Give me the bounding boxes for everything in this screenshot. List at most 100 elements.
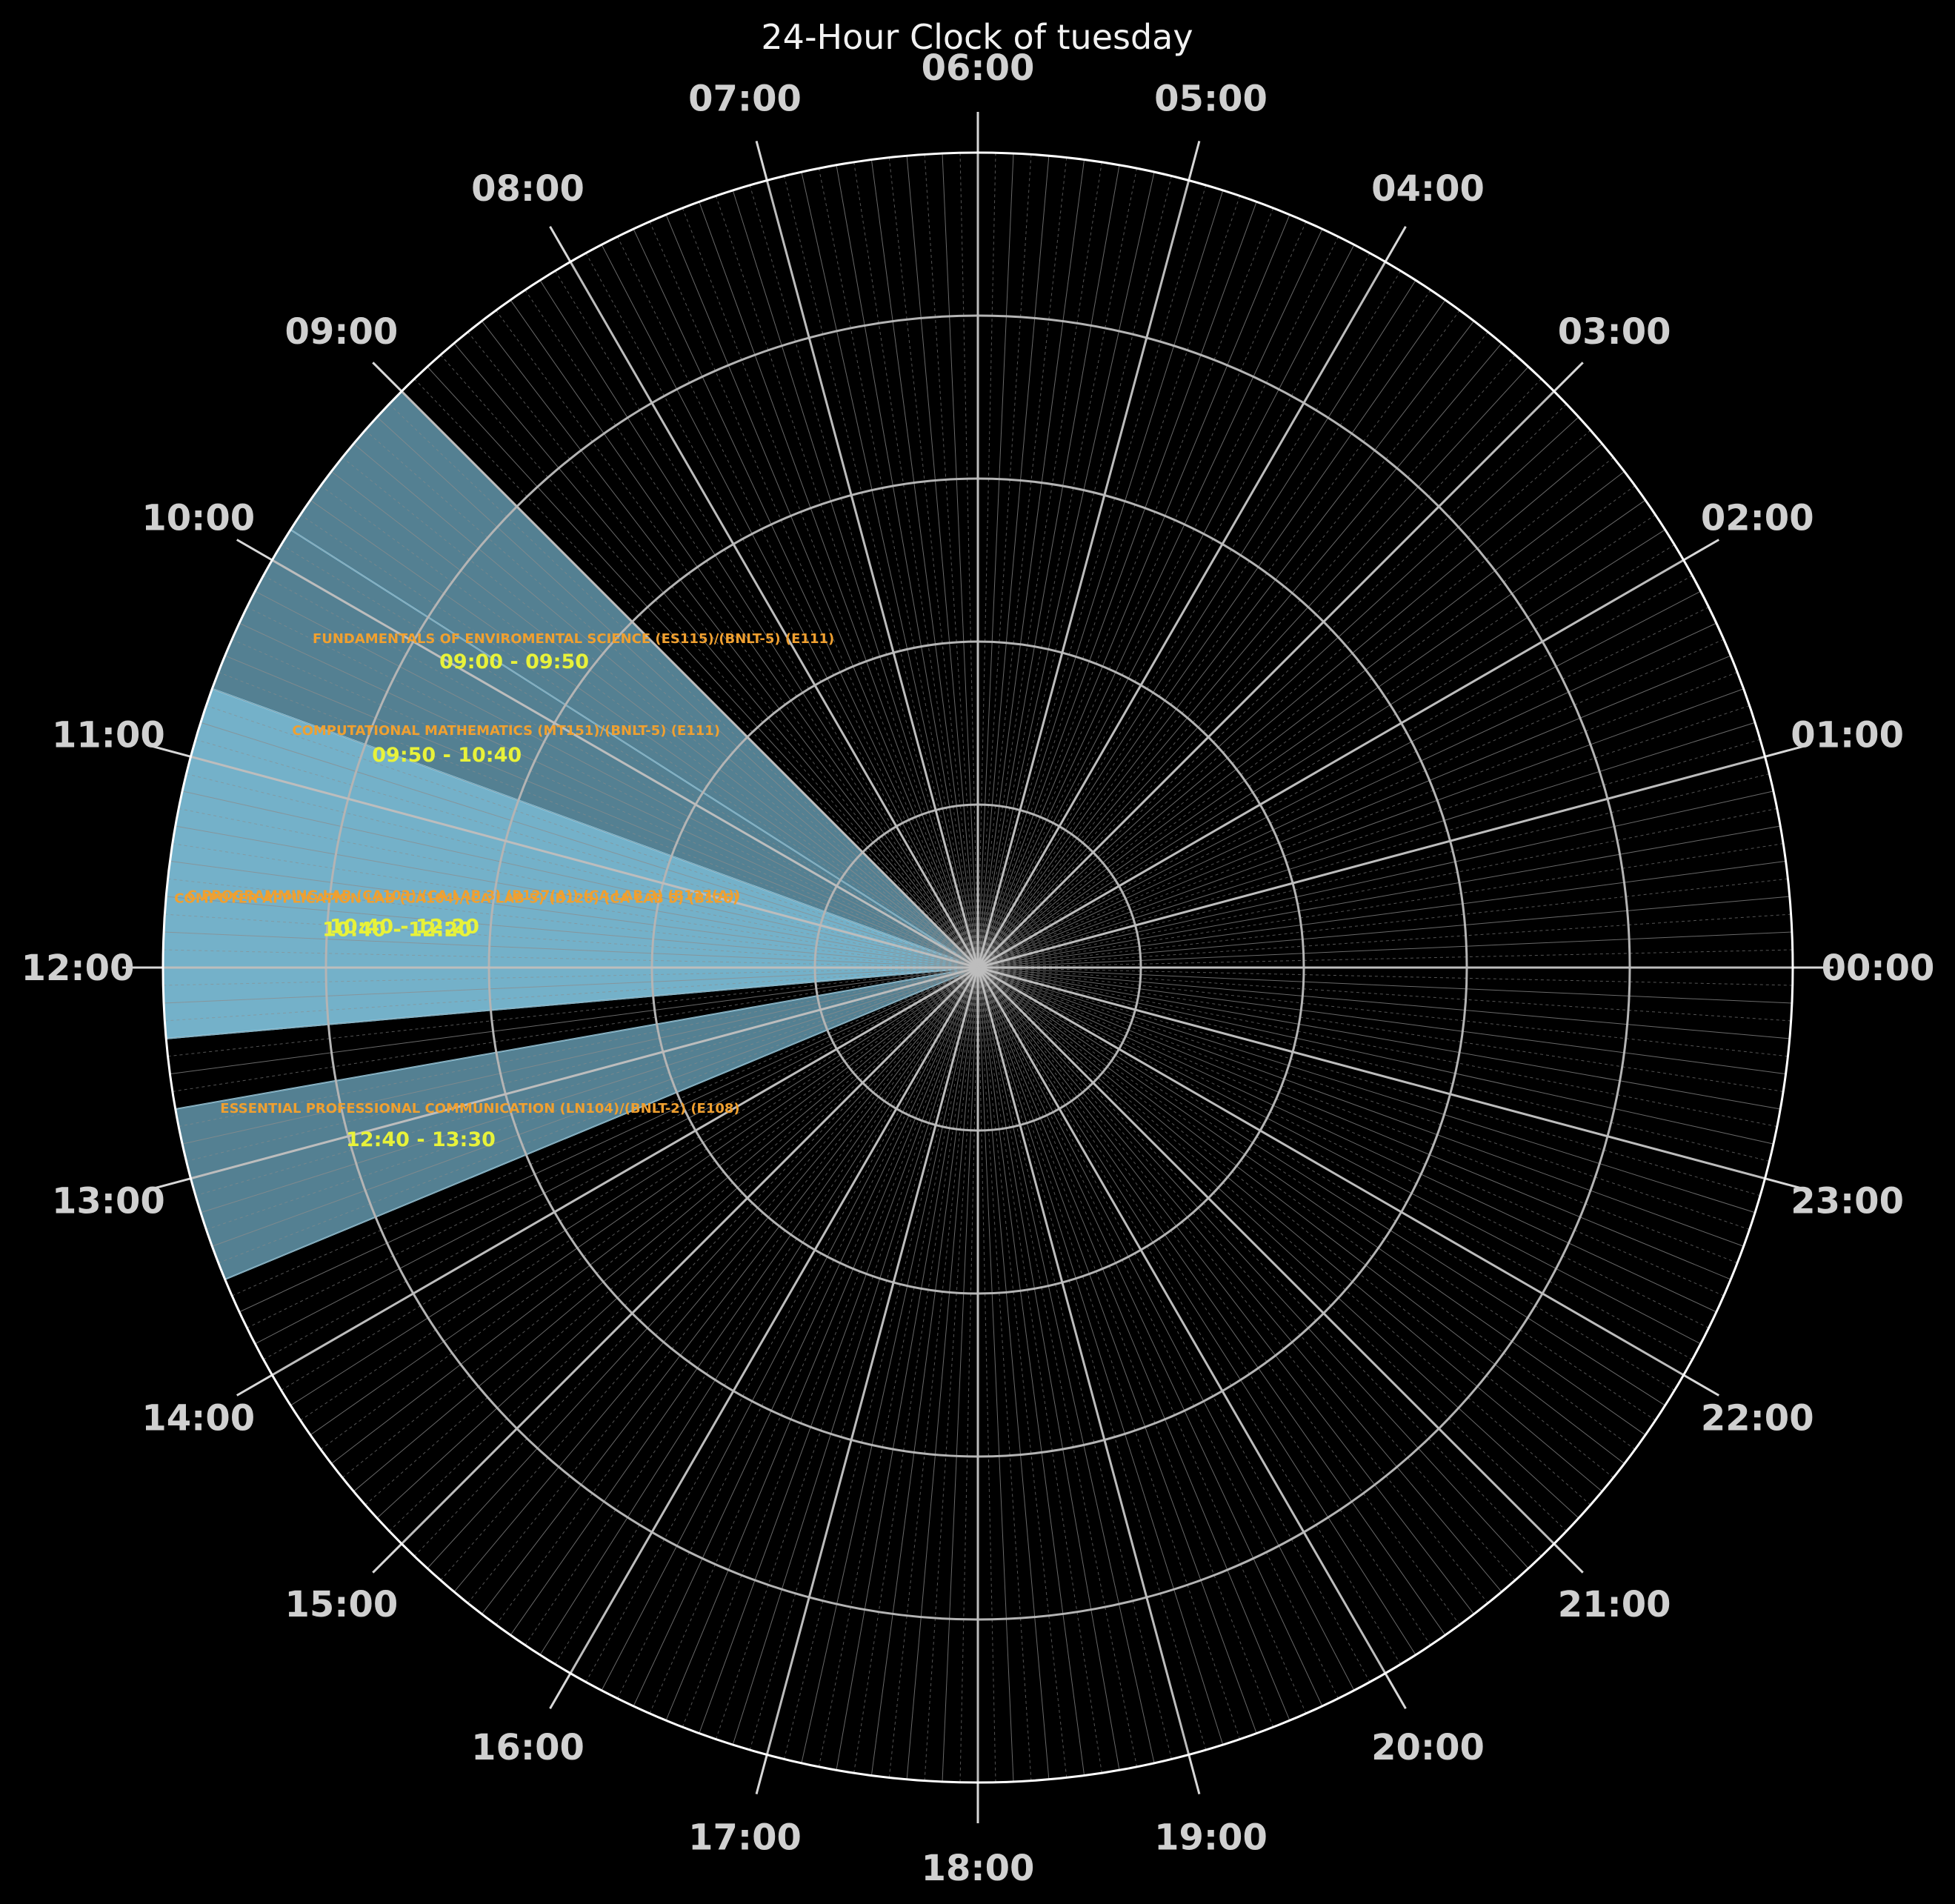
hour-radial-line xyxy=(569,261,979,968)
minor-radial-line xyxy=(166,896,979,968)
minor-radial-line xyxy=(164,931,979,968)
minor-radial-line xyxy=(200,722,979,968)
minor-radial-line xyxy=(870,967,979,1776)
minor-radial-line xyxy=(224,967,979,1280)
outer-rim xyxy=(161,151,1794,1784)
minor-radial-line xyxy=(977,967,1014,1782)
hour-radial-line xyxy=(976,967,1387,1674)
minor-radial-line xyxy=(200,967,979,1214)
minor-radial-line xyxy=(977,366,1529,968)
minor-radial-line xyxy=(170,967,979,1075)
event-time-label: 10:40 - 12:20 xyxy=(330,916,479,939)
hour-radial-line xyxy=(401,390,979,969)
minor-radial-line xyxy=(181,967,979,1145)
minor-radial-line xyxy=(836,164,979,968)
minor-radial-line xyxy=(977,529,1665,968)
hour-label: 04:00 xyxy=(1371,168,1485,210)
event-time-label: 09:50 - 10:40 xyxy=(372,744,522,767)
hour-label: 11:00 xyxy=(52,715,165,756)
hour-label: 07:00 xyxy=(688,78,802,119)
minor-radial-line xyxy=(181,790,979,968)
minor-radial-line xyxy=(906,967,979,1780)
hour-label: 00:00 xyxy=(1822,948,1935,989)
minor-radial-line xyxy=(239,622,979,968)
minor-radial-line xyxy=(331,470,979,968)
minor-radial-line xyxy=(977,967,1602,1492)
minor-radial-line xyxy=(977,499,1646,968)
hour-tick xyxy=(372,362,403,393)
hour-radial-line xyxy=(401,966,979,1545)
minor-radial-line xyxy=(166,967,979,1039)
hour-tick xyxy=(1765,1177,1805,1191)
minor-radial-line xyxy=(801,171,979,968)
minor-radial-line xyxy=(977,967,1323,1707)
minor-radial-line xyxy=(427,967,979,1569)
minor-radial-line xyxy=(977,967,1475,1614)
minor-radial-line xyxy=(310,499,979,968)
minor-radial-line xyxy=(732,190,979,968)
minor-radial-line xyxy=(906,156,979,968)
minor-radial-line xyxy=(977,967,1625,1465)
minor-radial-line xyxy=(977,159,1085,968)
minor-radial-line xyxy=(977,967,1155,1764)
event-name-label: C PROGRAMMING LAB (CA103)/(CA LAB 3) (B1… xyxy=(187,888,741,904)
minor-radial-line xyxy=(977,171,1155,968)
hour-radial-line xyxy=(976,390,1555,969)
minor-radial-line xyxy=(539,280,979,968)
minor-radial-line xyxy=(212,967,979,1247)
minor-radial-line xyxy=(977,967,1050,1780)
event-labels: FUNDAMENTALS OF ENVIROMENTAL SCIENCE (ES… xyxy=(174,631,834,1151)
minor-radial-line xyxy=(977,228,1323,968)
minor-radial-line xyxy=(353,443,979,968)
minor-radial-line xyxy=(977,164,1120,968)
minor-radial-line xyxy=(977,967,1120,1771)
minor-radial-line xyxy=(977,860,1786,968)
minor-radial-line xyxy=(977,967,1529,1569)
hour-label: 01:00 xyxy=(1791,715,1904,756)
minor-radial-line xyxy=(942,153,979,968)
minor-radial-line xyxy=(977,722,1756,968)
minor-radial-line xyxy=(290,529,979,968)
hour-radial-line xyxy=(976,261,1387,968)
minor-radial-line xyxy=(977,967,1731,1280)
minor-radial-line xyxy=(977,967,1290,1721)
hour-radial-line xyxy=(190,755,979,969)
hour-tick xyxy=(150,745,191,758)
hour-tick xyxy=(1765,745,1805,758)
minor-radial-line xyxy=(977,967,1224,1745)
minor-radial-line xyxy=(977,299,1446,968)
minor-radial-line xyxy=(290,967,979,1406)
minor-radial-line xyxy=(977,156,1050,968)
hour-tick xyxy=(236,1374,273,1397)
minor-radial-line xyxy=(977,321,1475,968)
minor-radial-line xyxy=(353,967,979,1492)
hour-tick xyxy=(1384,1672,1407,1710)
minor-radial-line xyxy=(977,967,1790,1039)
hour-radial-line xyxy=(271,966,979,1377)
hour-label: 03:00 xyxy=(1558,311,1671,353)
hour-radial-line xyxy=(977,966,1765,1180)
minor-radial-line xyxy=(453,343,979,968)
polar-grid xyxy=(122,112,1834,1823)
hour-radial-line xyxy=(977,559,1685,969)
minor-radial-line xyxy=(665,967,979,1721)
hour-label: 14:00 xyxy=(141,1398,255,1439)
minor-radial-line xyxy=(977,967,1416,1655)
minor-radial-line xyxy=(255,967,979,1345)
event-name-label: COMPUTER APPLICATION LAB (CA104)/(CA LAB… xyxy=(174,891,739,906)
minor-radial-line xyxy=(977,416,1579,968)
hour-tick xyxy=(549,1672,572,1710)
minor-radial-line xyxy=(977,967,1665,1406)
minor-radial-line xyxy=(977,590,1701,968)
hour-label: 13:00 xyxy=(52,1180,165,1222)
event-name-label: COMPUTATIONAL MATHEMATICS (MT151)/(BNLT-… xyxy=(292,723,720,739)
minor-radial-line xyxy=(977,190,1224,968)
hour-tick xyxy=(1188,1754,1201,1795)
hour-tick xyxy=(372,1542,403,1574)
minor-radial-line xyxy=(836,967,979,1771)
minor-radial-line xyxy=(977,202,1257,968)
minor-radial-line xyxy=(942,967,979,1782)
hour-radial-line xyxy=(977,966,1685,1377)
minor-radial-line xyxy=(481,321,979,968)
hour-tick xyxy=(1682,539,1720,562)
